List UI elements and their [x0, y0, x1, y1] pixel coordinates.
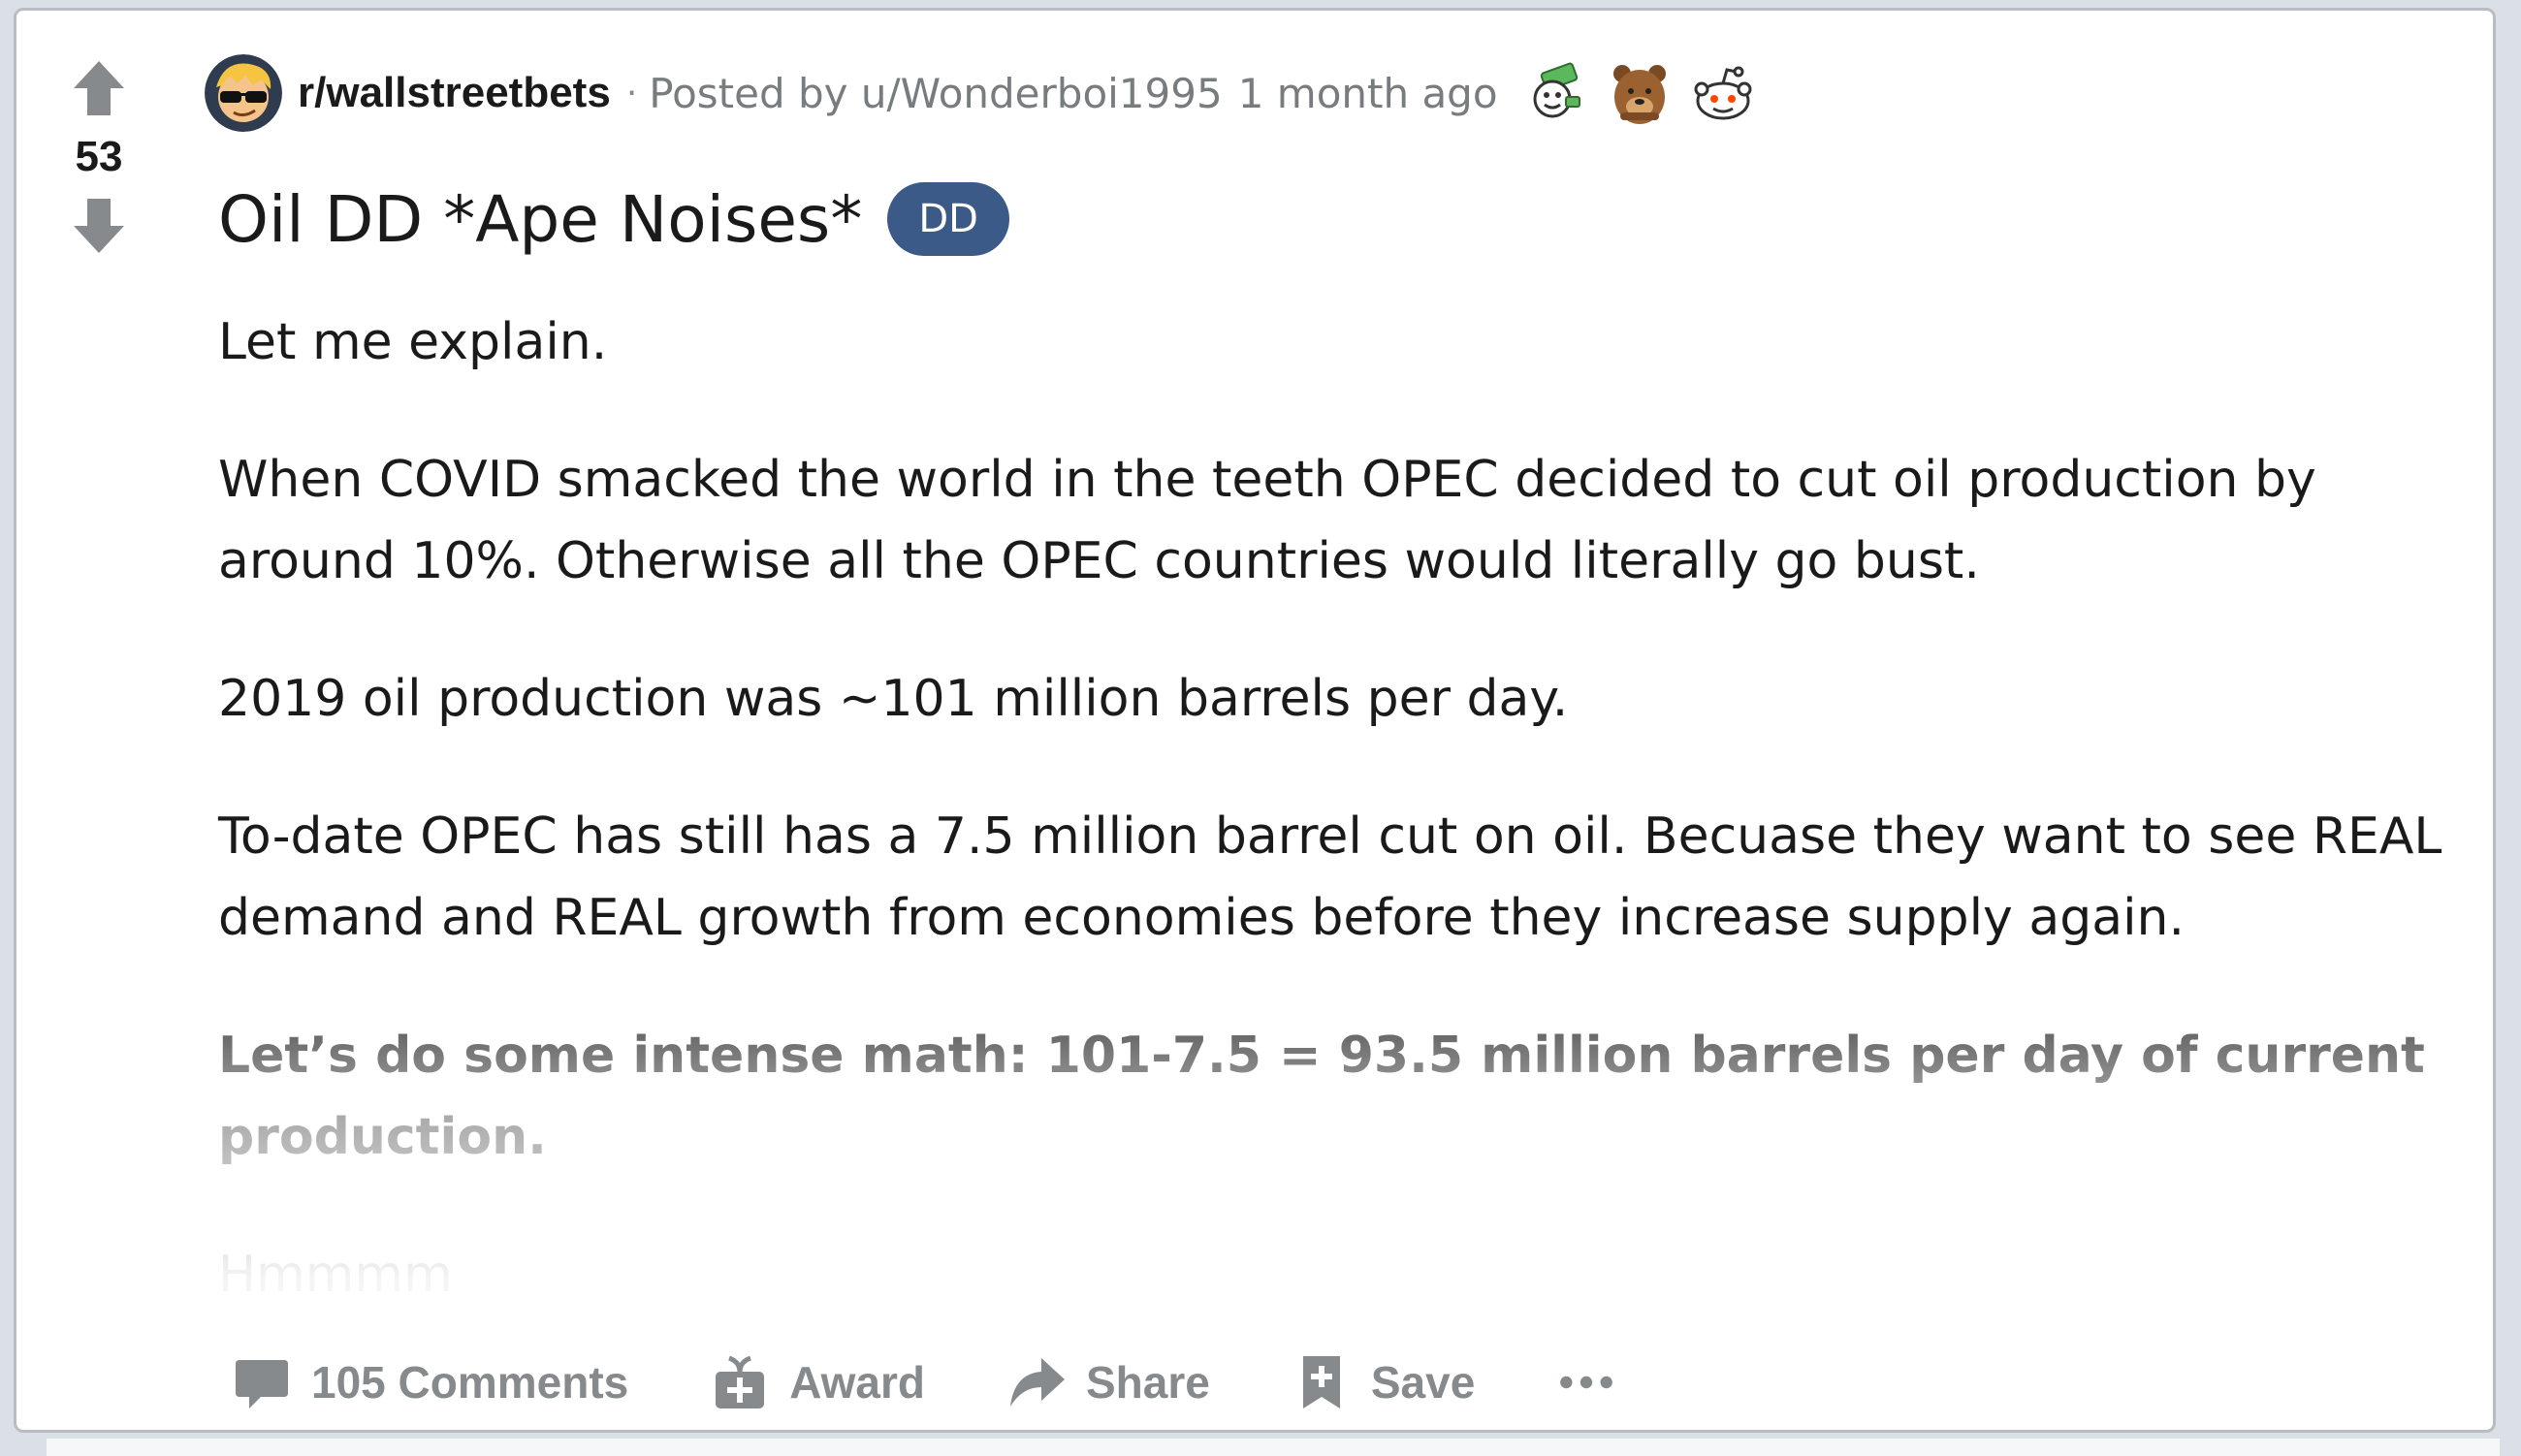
next-post-edge [47, 1439, 2500, 1456]
save-label: Save [1370, 1357, 1476, 1408]
share-label: Share [1086, 1357, 1210, 1408]
body-paragraph: When COVID smacked the world in the teet… [218, 451, 2316, 590]
body-paragraph: Let’s do some intense math: 101-7.5 = 93… [218, 1027, 2425, 1166]
body-paragraph: To-date OPEC has still has a 7.5 million… [218, 807, 2442, 947]
bear-award-icon [1612, 65, 1666, 124]
money-award-icon [1533, 62, 1580, 118]
award-label: Award [789, 1357, 925, 1408]
post-title[interactable]: Oil DD *Ape Noises* [218, 181, 863, 257]
bookmark-icon [1302, 1356, 1340, 1409]
awards-list[interactable] [1521, 58, 1771, 128]
post-flair[interactable]: DD [887, 182, 1009, 256]
meta-separator: · [625, 73, 638, 113]
post-card[interactable]: 53 r/wallstreetbets · Posted by u/Wonder… [14, 8, 2496, 1433]
vote-count: 53 [75, 133, 123, 180]
comments-label: 105 Comments [311, 1357, 629, 1408]
award-button[interactable]: Award [710, 1352, 925, 1412]
post-meta: r/wallstreetbets · Posted by u/Wonderboi… [205, 49, 1771, 137]
comments-button[interactable]: 105 Comments [232, 1352, 628, 1412]
share-button[interactable]: Share [1006, 1352, 1210, 1412]
more-options-button[interactable] [1556, 1352, 1636, 1412]
subreddit-link[interactable]: r/wallstreetbets [298, 69, 611, 116]
downvote-icon[interactable] [70, 195, 128, 257]
upvote-icon[interactable] [70, 57, 128, 119]
share-icon [1010, 1358, 1065, 1407]
snoo-award-icon [1694, 66, 1752, 120]
comment-icon [236, 1360, 288, 1409]
post-time[interactable]: 1 month ago [1237, 69, 1498, 117]
body-paragraph: Hmmmm [218, 1246, 453, 1304]
post-title-row: Oil DD *Ape Noises* DD [218, 175, 1009, 263]
posted-by-author[interactable]: Posted by u/Wonderboi1995 [649, 69, 1223, 117]
save-button[interactable]: Save [1292, 1352, 1475, 1412]
subreddit-avatar[interactable] [205, 54, 282, 132]
vote-bar: 53 [16, 11, 181, 1430]
body-paragraph: Let me explain. [218, 313, 608, 371]
post-body: Let me explain. When COVID smacked the w… [218, 301, 2458, 1372]
post-actions: 105 Comments Award Share Save [232, 1339, 1717, 1426]
more-options-icon [1560, 1376, 1613, 1389]
body-paragraph: 2019 oil production was ~101 million bar… [218, 670, 1569, 728]
gift-icon [716, 1355, 765, 1409]
